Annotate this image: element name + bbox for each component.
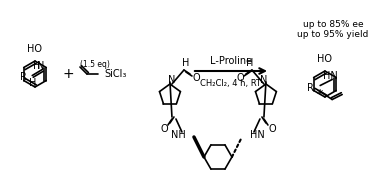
Text: up to 95% yield: up to 95% yield (297, 29, 369, 39)
Text: R: R (20, 71, 27, 81)
Text: up to 85% ee: up to 85% ee (303, 19, 363, 29)
Text: H: H (33, 60, 40, 70)
Text: *: * (317, 88, 323, 101)
Text: N: N (168, 75, 176, 85)
Text: HN: HN (323, 70, 338, 81)
Text: HN: HN (250, 130, 265, 140)
Text: +: + (62, 67, 74, 81)
Text: SiCl₃: SiCl₃ (105, 69, 127, 79)
Text: NH: NH (171, 130, 186, 140)
Text: H: H (246, 58, 254, 68)
Text: O: O (160, 124, 168, 134)
Text: CH₂Cl₂, 4 h, RT: CH₂Cl₂, 4 h, RT (200, 78, 262, 88)
Text: H: H (182, 58, 190, 68)
Text: O: O (268, 124, 276, 134)
Text: O: O (192, 73, 200, 83)
Text: HO: HO (318, 54, 332, 64)
Text: O: O (236, 73, 244, 83)
Text: H: H (29, 77, 36, 88)
Text: L-Proline: L-Proline (210, 56, 252, 66)
Text: (1.5 eq): (1.5 eq) (80, 60, 110, 68)
Text: N: N (37, 60, 44, 70)
Text: HO: HO (28, 44, 42, 54)
Text: N: N (260, 75, 268, 85)
Text: R: R (307, 83, 314, 92)
